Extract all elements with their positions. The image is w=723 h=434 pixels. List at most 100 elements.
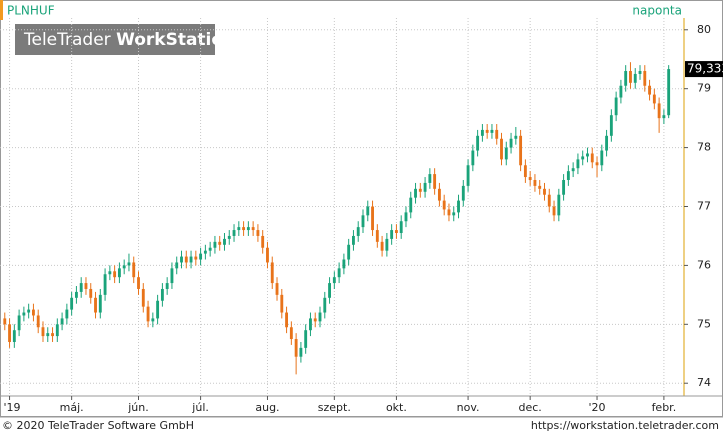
candle-body	[65, 309, 69, 319]
candle-body	[495, 129, 499, 139]
candle-body	[452, 212, 456, 216]
candle-body	[390, 230, 394, 239]
candle-body	[328, 283, 331, 298]
candle-body	[418, 188, 422, 192]
logo-box	[15, 24, 215, 55]
x-tick-label: '20	[589, 401, 606, 414]
candle-body	[476, 135, 480, 151]
url: https://workstation.teletrader.com	[531, 419, 719, 432]
candle-body	[117, 268, 121, 278]
x-tick-label: '19	[3, 401, 20, 414]
candle-body	[170, 268, 174, 284]
candle-body	[523, 165, 527, 178]
candle-body	[633, 73, 637, 83]
candle-body	[270, 262, 274, 284]
logo-product: WorkStation	[116, 30, 235, 50]
candle-body	[79, 283, 83, 292]
candle-body	[137, 277, 140, 289]
y-tick-label: 79	[697, 82, 711, 95]
candle-body	[648, 85, 651, 95]
candle-body	[223, 238, 226, 245]
candle-body	[543, 188, 546, 195]
candle-body	[151, 318, 155, 322]
candle-body	[36, 315, 40, 328]
candle-body	[566, 171, 570, 180]
candle-body	[127, 262, 131, 266]
candle-body	[41, 327, 45, 337]
candle-body	[313, 318, 317, 322]
x-tick-label: okt.	[386, 401, 407, 414]
x-tick-label: jún.	[127, 401, 149, 414]
candle-body	[98, 294, 102, 313]
candle-body	[199, 253, 203, 260]
candle-body	[404, 212, 408, 222]
candle-body	[323, 297, 327, 313]
candle-body	[89, 288, 93, 298]
candle-body	[442, 200, 446, 210]
y-tick-label: 80	[697, 23, 711, 36]
candle-body	[590, 153, 594, 163]
symbol-marker	[0, 0, 3, 20]
candle-body	[394, 230, 398, 234]
candle-body	[414, 188, 417, 198]
candle-body	[562, 179, 566, 195]
candle-body	[227, 235, 231, 239]
candle-body	[113, 271, 117, 278]
candle-body	[318, 312, 322, 322]
x-tick-label: máj.	[60, 401, 84, 414]
candle-body	[232, 230, 236, 236]
candle-body	[146, 306, 150, 322]
candle-body	[480, 129, 484, 136]
x-tick-label: dec.	[519, 401, 542, 414]
logo: TeleTrader WorkStation	[23, 30, 235, 50]
candle-body	[251, 227, 255, 231]
candle-body	[538, 185, 542, 189]
candle-body	[614, 97, 618, 116]
y-tick-label: 78	[697, 141, 711, 154]
candle-body	[528, 177, 532, 180]
candle-body	[485, 129, 489, 133]
candle-body	[595, 162, 599, 166]
candle-body	[189, 256, 193, 263]
candle-body	[332, 277, 336, 284]
candle-body	[55, 324, 59, 337]
last-price-label: 79,333	[687, 62, 723, 76]
candle-body	[280, 294, 284, 313]
candle-body	[629, 71, 632, 83]
x-tick-label: júl.	[191, 401, 209, 414]
candle-body	[165, 283, 169, 289]
candle-body	[3, 318, 7, 325]
candle-body	[581, 156, 585, 160]
candle-body	[160, 288, 164, 301]
candle-body	[600, 150, 604, 166]
candle-body	[423, 182, 427, 192]
candle-body	[275, 283, 279, 295]
candle-body	[519, 135, 523, 166]
candle-body	[122, 265, 126, 269]
candle-body	[103, 274, 107, 295]
candle-body	[533, 179, 537, 186]
candle-body	[347, 244, 351, 260]
candle-body	[500, 138, 503, 160]
candle-body	[399, 221, 403, 234]
candle-body	[352, 235, 355, 245]
candle-body	[380, 241, 384, 251]
candle-body	[356, 227, 360, 236]
x-tick-label: febr.	[652, 401, 677, 414]
y-tick-label: 76	[697, 258, 711, 271]
candle-body	[309, 318, 312, 331]
candle-body	[428, 174, 432, 183]
x-tick-label: nov.	[457, 401, 480, 414]
candle-body	[132, 262, 136, 278]
y-tick-label: 74	[697, 376, 711, 389]
candle-body	[194, 256, 198, 260]
candle-body	[514, 135, 518, 139]
x-tick-label: aug.	[255, 401, 279, 414]
y-tick-label: 77	[697, 200, 711, 213]
candle-body	[17, 315, 21, 331]
candle-body	[285, 312, 289, 328]
candle-body	[342, 259, 346, 269]
candle-body	[657, 103, 661, 119]
symbol: PLNHUF	[7, 4, 55, 18]
candle-body	[256, 230, 260, 236]
